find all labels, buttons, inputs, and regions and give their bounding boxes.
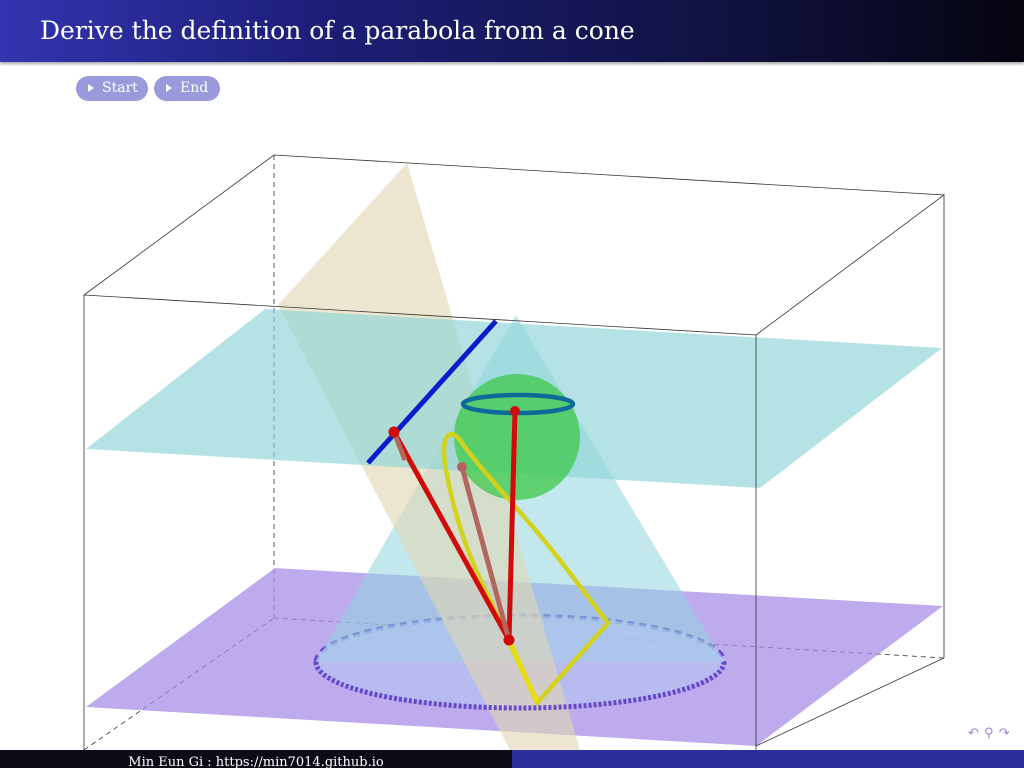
slide-title: Derive the definition of a parabola from… <box>40 16 635 45</box>
focus-point <box>457 462 467 472</box>
directrix-line <box>366 319 498 465</box>
start-button-label: Start <box>102 80 138 96</box>
point-to-directrix-line <box>391 430 512 642</box>
parabola-curve <box>441 432 611 706</box>
point-to-focus-line <box>459 466 512 641</box>
title-bar: Derive the definition of a parabola from… <box>0 0 1024 62</box>
point-to-tangent-line <box>506 410 518 641</box>
play-icon <box>166 84 172 92</box>
slide-navigation: ↶ ⚲ ↷ <box>968 726 1011 744</box>
footer-author: Min Eun Gi : https://min7014.github.io <box>0 750 512 768</box>
footer-bar <box>512 750 1024 768</box>
inscribed-sphere <box>454 374 580 500</box>
tangent-point <box>510 406 520 416</box>
end-button-label: End <box>180 80 209 96</box>
forward-icon[interactable]: ↷ <box>998 726 1010 741</box>
parabola-point <box>503 634 515 646</box>
start-button[interactable]: Start <box>76 76 148 101</box>
3d-cone-scene[interactable] <box>0 105 1024 750</box>
end-button[interactable]: End <box>154 76 220 101</box>
bounding-box-front <box>83 195 945 750</box>
cone-base-circle-front <box>313 661 727 711</box>
search-icon[interactable]: ⚲ <box>984 726 994 741</box>
directrix-point <box>388 426 400 438</box>
generatrix-line <box>506 638 540 704</box>
play-icon <box>88 84 94 92</box>
back-icon[interactable]: ↶ <box>968 726 979 741</box>
